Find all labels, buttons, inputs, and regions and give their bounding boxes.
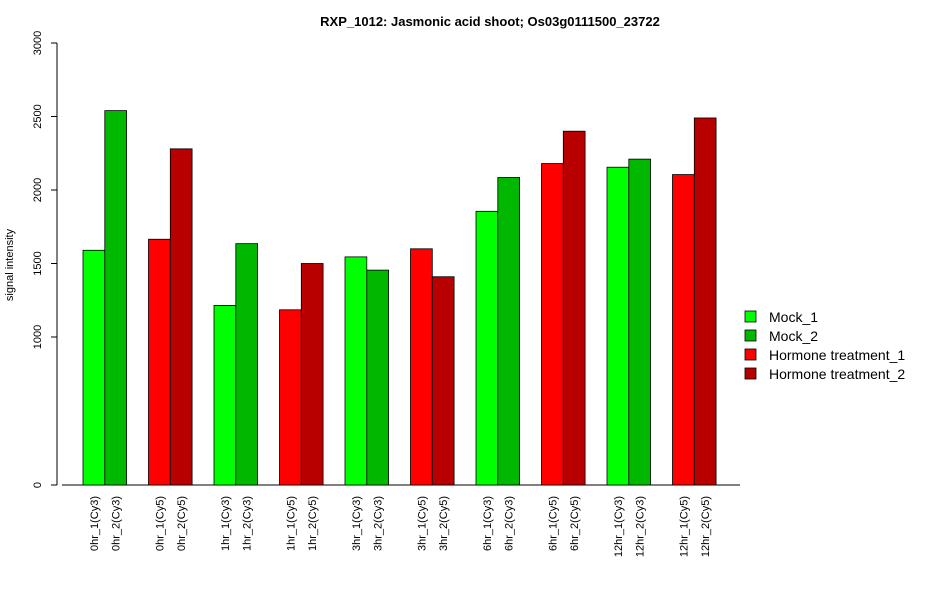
x-tick-label: 1hr_1(Cy3): [220, 496, 232, 551]
x-tick-label: 12hr_2(Cy3): [635, 496, 647, 557]
legend: Mock_1 Mock_2 Hormone treatment_1 Hormone t…: [744, 309, 905, 382]
bar: [213, 304, 237, 486]
x-tick-label: 0hr_1(Cy5): [154, 496, 166, 551]
x-tick-label: 12hr_2(Cy5): [700, 496, 712, 557]
y-axis: 0 1000 1500 2000 2500 3000: [32, 31, 58, 488]
x-tick-label: 6hr_1(Cy5): [547, 496, 559, 551]
legend-swatch: [744, 310, 757, 323]
y-tick-label: 2000: [32, 178, 44, 202]
bar: [628, 158, 651, 486]
x-tick-label: 0hr_1(Cy3): [89, 496, 101, 551]
legend-label: Mock_2: [769, 328, 818, 344]
bar: [104, 110, 128, 486]
legend-label: Hormone treatment_2: [769, 366, 905, 382]
category-labels: 0hr_1(Cy3) 0hr_2(Cy3) 0hr_1(Cy5) 0hr_2(Cy5)…: [89, 496, 712, 557]
bar: [344, 256, 368, 486]
x-tick-label: 6hr_2(Cy3): [504, 496, 516, 551]
bar: [300, 263, 324, 486]
x-tick-label: 0hr_2(Cy3): [111, 496, 123, 551]
bar: [148, 238, 171, 486]
bar: [497, 177, 520, 486]
bar: [169, 148, 193, 486]
x-tick-label: 3hr_1(Cy3): [351, 496, 363, 551]
bar: [606, 166, 630, 486]
bar: [235, 243, 259, 486]
x-tick-label: 12hr_1(Cy5): [678, 496, 690, 557]
x-tick-label: 3hr_1(Cy5): [416, 496, 428, 551]
bar: [279, 309, 302, 486]
legend-label: Mock_1: [769, 309, 818, 325]
y-axis-title: signal intensity: [4, 228, 16, 301]
y-tick-label: 1000: [32, 325, 44, 349]
y-tick-label: 3000: [32, 31, 44, 55]
bar: [672, 174, 695, 486]
legend-swatch: [744, 329, 757, 342]
x-tick-label: 3hr_2(Cy3): [373, 496, 385, 551]
y-tick-label: 2500: [32, 104, 44, 128]
y-tick-label: 0: [32, 482, 44, 488]
bar: [693, 117, 717, 486]
x-tick-label: 6hr_2(Cy5): [569, 496, 581, 551]
legend-label: Hormone treatment_1: [769, 347, 905, 363]
x-tick-label: 6hr_1(Cy3): [482, 496, 494, 551]
bar: [82, 249, 106, 486]
bar: [366, 269, 389, 486]
x-tick-label: 3hr_2(Cy5): [438, 496, 450, 551]
y-tick-label: 1500: [32, 251, 44, 275]
legend-swatch: [744, 348, 757, 361]
x-tick-label: 1hr_1(Cy5): [285, 496, 297, 551]
bars-group: [82, 110, 717, 486]
x-tick-label: 12hr_1(Cy3): [613, 496, 625, 557]
bar: [562, 130, 586, 486]
bar: [541, 163, 564, 486]
legend-swatch: [744, 367, 757, 380]
x-tick-label: 1hr_2(Cy3): [242, 496, 254, 551]
chart-title: RXP_1012: Jasmonic acid shoot; Os03g0111…: [320, 14, 660, 29]
bar: [475, 210, 499, 486]
x-tick-label: 0hr_2(Cy5): [176, 496, 188, 551]
bar: [410, 248, 433, 486]
x-tick-label: 1hr_2(Cy5): [307, 496, 319, 551]
bar: [431, 276, 455, 486]
